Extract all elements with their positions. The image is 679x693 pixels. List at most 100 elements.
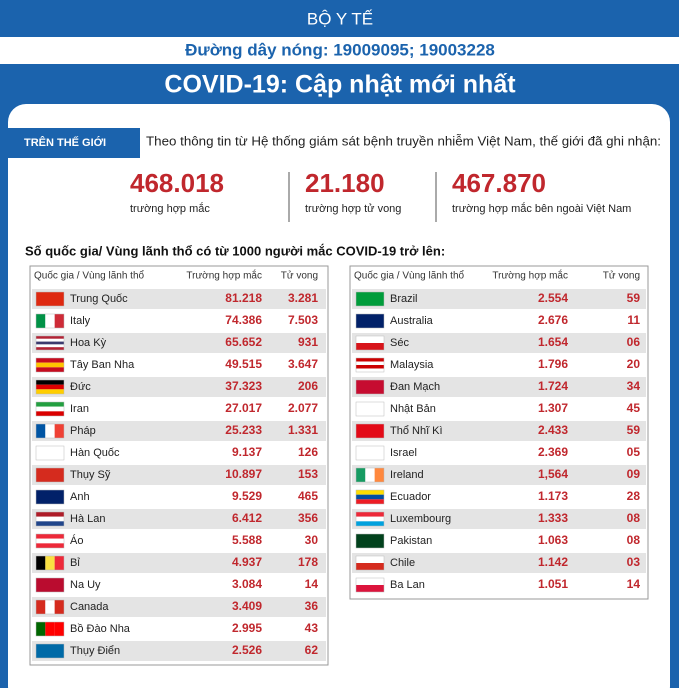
cases: 37.323: [225, 379, 262, 393]
table-frame: [29, 265, 329, 666]
deaths: 20: [627, 357, 641, 371]
deaths: 2.077: [288, 401, 318, 415]
flag: [54, 622, 64, 636]
row-bg: [352, 311, 646, 331]
row-bg: [32, 553, 326, 573]
row-bg: [352, 465, 646, 485]
flag-border: [35, 555, 65, 571]
flag: [36, 338, 64, 342]
row-bg: [32, 377, 326, 397]
country: Thổ Nhĩ Kì: [390, 425, 443, 437]
country: Đan Mạch: [390, 381, 440, 393]
cases: 1.333: [538, 511, 568, 525]
country: Iran: [70, 403, 89, 415]
row-bg: [352, 399, 646, 419]
flag: [356, 556, 384, 563]
flag: [36, 336, 64, 339]
flag: [36, 424, 46, 438]
tables-title: Số quốc gia/ Vùng lãnh thổ có từ 1000 ng…: [25, 243, 445, 258]
country: Bỉ: [70, 557, 80, 569]
deaths: 356: [298, 511, 318, 525]
flag: [36, 446, 64, 460]
deaths: 08: [627, 533, 641, 547]
row-bg: [352, 509, 646, 529]
flag-border: [35, 621, 65, 637]
cases: 1.142: [538, 555, 568, 569]
deaths: 62: [305, 643, 319, 657]
flag: [36, 384, 64, 390]
flag-border: [355, 445, 385, 461]
flag-border: [35, 335, 65, 351]
country: Ireland: [390, 469, 424, 481]
country: Trung Quốc: [70, 293, 128, 305]
deaths: 36: [305, 599, 319, 613]
flag: [36, 516, 64, 522]
flag: [356, 446, 384, 460]
country: Tây Ban Nha: [70, 359, 135, 371]
flag: [54, 314, 64, 328]
deaths: 14: [305, 577, 319, 591]
deaths: 3.281: [288, 291, 318, 305]
cases: 27.017: [225, 401, 262, 415]
country: Nhật Bản: [390, 403, 436, 415]
flag: [356, 521, 384, 526]
row-bg: [352, 333, 646, 353]
flag-border: [35, 577, 65, 593]
cases: 2.554: [538, 291, 568, 305]
row-bg: [32, 575, 326, 595]
flag-border: [355, 401, 385, 417]
flag-border: [355, 555, 385, 571]
deaths: 59: [627, 291, 641, 305]
flag: [356, 490, 384, 495]
flag-border: [35, 379, 65, 395]
row-bg: [352, 553, 646, 573]
flag: [36, 600, 46, 614]
flag: [36, 344, 64, 348]
row-bg: [32, 487, 326, 507]
flag: [54, 424, 64, 438]
flag: [365, 468, 375, 482]
deaths: 931: [298, 335, 318, 349]
flag: [36, 490, 64, 504]
column-header: Tử vong: [281, 270, 318, 282]
flag: [45, 622, 55, 636]
stat-value: 467.870: [452, 168, 546, 198]
country: Israel: [390, 447, 417, 459]
flag: [45, 600, 55, 614]
cases: 9.529: [232, 489, 262, 503]
column-header: Quốc gia / Vùng lãnh thổ: [354, 270, 465, 282]
row-bg: [32, 311, 326, 331]
row-bg: [32, 421, 326, 441]
country: Áo: [70, 534, 83, 547]
country: Italy: [70, 315, 91, 327]
country: Pháp: [70, 425, 96, 437]
row-bg: [352, 487, 646, 507]
cases: 1.724: [538, 379, 568, 393]
cases: 3.084: [232, 577, 262, 591]
country: Na Uy: [70, 579, 101, 591]
flag-border: [355, 335, 385, 351]
flag: [36, 358, 64, 363]
deaths: 30: [305, 533, 319, 547]
deaths: 1.331: [288, 423, 318, 437]
flag: [36, 578, 64, 592]
row-bg: [32, 641, 326, 661]
row-bg: [32, 333, 326, 353]
cases: 2.433: [538, 423, 568, 437]
row-bg: [352, 421, 646, 441]
cases: 2.526: [232, 643, 262, 657]
cases: 4.937: [232, 555, 262, 569]
country: Pakistan: [390, 535, 432, 547]
country: Thụy Điển: [70, 645, 120, 657]
country: Séc: [390, 337, 409, 349]
tab-label: TRÊN THẾ GIỚI: [24, 136, 106, 149]
cases: 1.063: [538, 533, 568, 547]
row-bg: [32, 597, 326, 617]
deaths: 178: [298, 555, 318, 569]
flag-border: [355, 577, 385, 593]
country: Bồ Đào Nha: [70, 623, 131, 635]
flag-border: [355, 423, 385, 439]
deaths: 43: [305, 621, 319, 635]
flag: [54, 556, 64, 570]
table-frame: [349, 265, 649, 600]
